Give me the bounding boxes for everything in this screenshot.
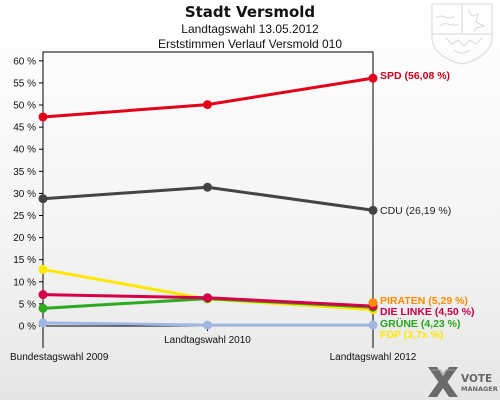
- series-layer: [38, 73, 378, 330]
- data-point: [368, 298, 378, 308]
- series-line: [42, 76, 374, 119]
- data-point: [38, 264, 48, 274]
- series-sonstige: [38, 318, 378, 330]
- x-axis: Bundestagswahl 2009 Landtagswahl 2010 Land…: [10, 326, 417, 363]
- y-tick-label: 45 %: [13, 123, 36, 134]
- data-point: [368, 73, 378, 83]
- series-spd: [38, 73, 378, 122]
- logo-line2: MANAGER: [461, 385, 498, 393]
- y-tick-label: 55 %: [13, 78, 36, 89]
- nrw-coat-of-arms-icon: [431, 3, 493, 65]
- data-point: [203, 100, 212, 110]
- end-label-fdp: FDP (3,7x %): [380, 329, 443, 341]
- data-point: [203, 320, 212, 330]
- y-tick-label: 0 %: [19, 322, 36, 333]
- y-tick-label: 60 %: [13, 56, 36, 67]
- data-point: [38, 194, 48, 204]
- x-tick-label: Bundestagswahl 2009: [10, 352, 109, 363]
- y-tick-label: 50 %: [13, 101, 36, 112]
- end-labels: SPD (56,08 %) CDU (26,19 %) PIRATEN (5,29 …: [380, 70, 475, 341]
- end-label-cdu: CDU (26,19 %): [380, 205, 451, 217]
- x-mark-icon: [428, 367, 458, 397]
- y-tick-label: 30 %: [13, 189, 36, 200]
- y-tick-label: 20 %: [13, 233, 36, 244]
- data-point: [38, 290, 48, 300]
- end-label-die-linke: DIE LINKE (4,50 %): [380, 306, 475, 318]
- vote-manager-logo: VOTE MANAGER: [428, 367, 498, 397]
- end-label-gr-ne: GRÜNE (4,23 %): [380, 317, 461, 330]
- data-point: [38, 318, 48, 328]
- chart-caption: Erststimmen Verlauf Versmold 010: [158, 37, 342, 51]
- data-point: [38, 303, 48, 313]
- data-point: [368, 205, 378, 215]
- y-tick-label: 40 %: [13, 145, 36, 156]
- y-tick-label: 35 %: [13, 167, 36, 178]
- y-tick-label: 10 %: [13, 277, 36, 288]
- y-axis: 0 % 5 % 10 % 15 % 20 % 25 % 30 % 35 % 40 % 45 % 50…: [13, 56, 43, 333]
- data-point: [203, 182, 212, 192]
- x-tick-label: Landtagswahl 2012: [330, 352, 417, 363]
- chart-subtitle: Landtagswahl 13.05.2012: [181, 22, 319, 36]
- x-tick-label: Landtagswahl 2010: [164, 335, 251, 346]
- y-tick-label: 5 %: [19, 299, 36, 310]
- data-point: [368, 320, 378, 330]
- chart-title: Stadt Versmold: [185, 3, 315, 21]
- logo-line1: VOTE: [461, 373, 492, 385]
- end-label-piraten: PIRATEN (5,29 %): [380, 295, 468, 307]
- data-point: [38, 112, 48, 122]
- data-point: [203, 293, 212, 303]
- y-tick-label: 15 %: [13, 255, 36, 266]
- series-piraten: [368, 298, 378, 308]
- series-cdu: [38, 182, 378, 215]
- y-tick-label: 25 %: [13, 211, 36, 222]
- end-label-spd: SPD (56,08 %): [380, 70, 450, 82]
